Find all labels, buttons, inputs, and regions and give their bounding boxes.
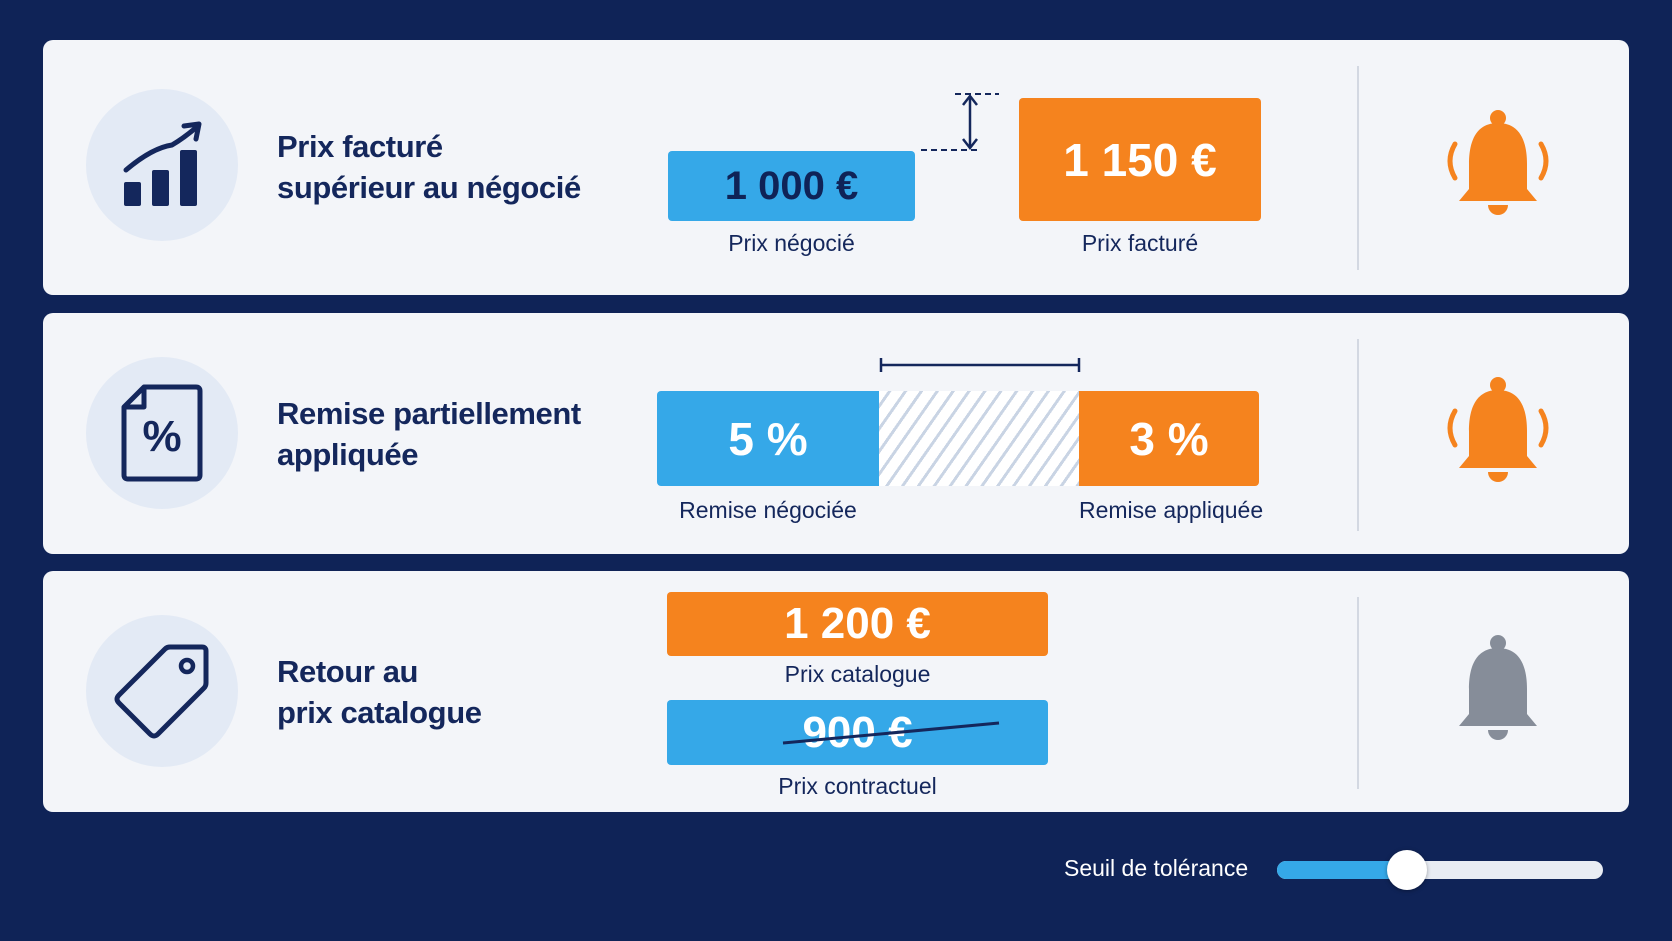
price-tag-icon <box>86 615 238 767</box>
tolerance-slider[interactable] <box>1277 850 1603 890</box>
divider <box>1357 339 1359 531</box>
alert-card-price-overcharge: Prix facturé supérieur au négocié 1 000 … <box>43 40 1629 295</box>
price-gap-indicator <box>919 92 1001 157</box>
negotiated-price-box: 1 000 € <box>668 151 915 221</box>
applied-discount-box: 3 % <box>1079 391 1259 486</box>
negotiated-discount-label: Remise négociée <box>679 497 857 523</box>
discount-gap-indicator <box>877 355 1083 380</box>
chart-trend-up-icon <box>86 89 238 241</box>
card-title: Retour au prix catalogue <box>277 654 482 730</box>
contract-price-label: Prix contractuel <box>778 773 937 799</box>
catalog-price-box: 1 200 € <box>667 592 1048 656</box>
catalog-price-value: 1 200 € <box>784 599 931 648</box>
invoiced-price-box: 1 150 € <box>1019 98 1261 221</box>
missing-discount-gap <box>879 391 1079 486</box>
invoiced-price-label: Prix facturé <box>1081 230 1199 256</box>
bell-icon[interactable] <box>1433 631 1563 751</box>
negotiated-discount-box: 5 % <box>657 391 879 486</box>
divider <box>1357 597 1359 789</box>
tolerance-slider-fill <box>1277 861 1408 879</box>
negotiated-discount-value: 5 % <box>728 412 808 465</box>
alert-card-catalog-price: Retour au prix catalogue 1 200 € Prix ca… <box>43 571 1629 812</box>
percent-tag-icon: % <box>86 357 238 509</box>
alert-card-partial-discount: % Remise partiellement appliquée 5 % 3 %… <box>43 313 1629 554</box>
divider <box>1357 66 1359 270</box>
svg-text:%: % <box>142 412 181 461</box>
tolerance-label: Seuil de tolérance <box>1064 855 1249 881</box>
card-title: Prix facturé supérieur au négocié <box>277 129 581 205</box>
bell-ringing-icon[interactable] <box>1433 373 1563 493</box>
negotiated-price-value: 1 000 € <box>724 163 859 208</box>
applied-discount-label: Remise appliquée <box>1079 497 1264 523</box>
tolerance-slider-thumb[interactable] <box>1387 850 1428 890</box>
applied-discount-value: 3 % <box>1129 412 1209 465</box>
card-title: Remise partiellement appliquée <box>277 396 581 472</box>
catalog-price-label: Prix catalogue <box>784 661 931 687</box>
bell-ringing-icon[interactable] <box>1433 106 1563 226</box>
strikethrough-line <box>781 717 1001 752</box>
contract-price-box: 900 € <box>667 700 1048 765</box>
negotiated-price-label: Prix négocié <box>728 230 855 256</box>
invoiced-price-value: 1 150 € <box>1063 133 1217 186</box>
